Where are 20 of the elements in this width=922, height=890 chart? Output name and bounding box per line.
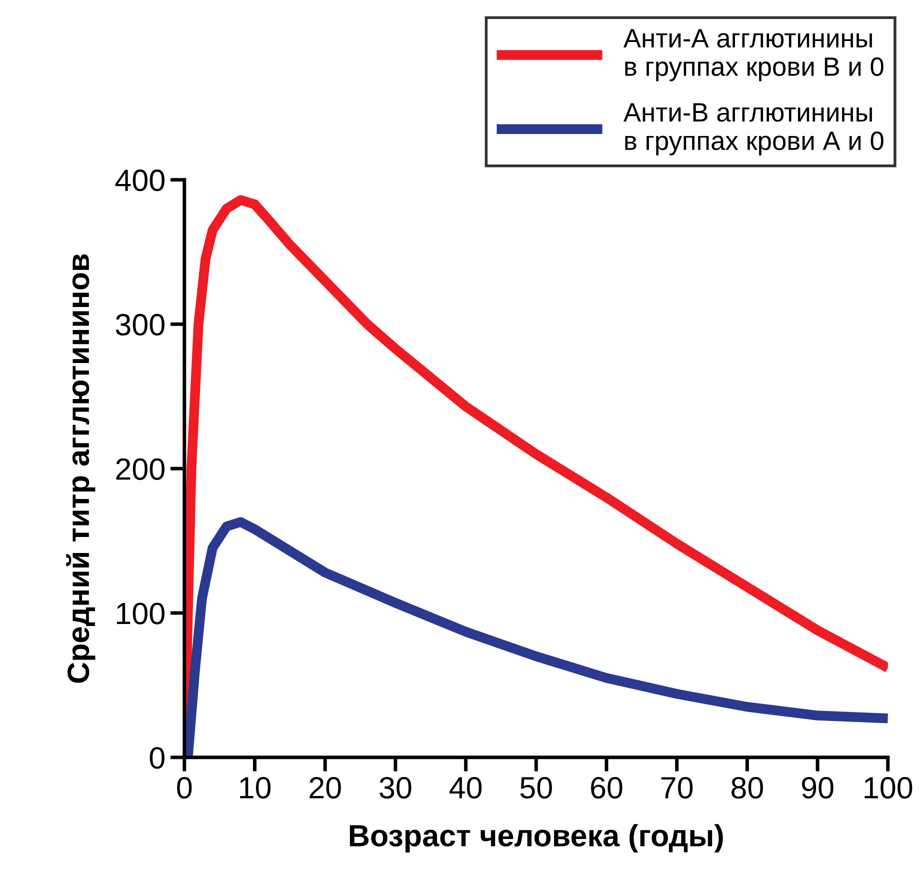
x-tick-label: 20 [310, 776, 341, 799]
legend-label: Анти-А агглютинины в группах крови В и 0 [623, 29, 884, 82]
x-tick-label: 80 [732, 776, 763, 799]
x-tick-label: 70 [661, 776, 693, 799]
x-tick-label: 30 [380, 776, 412, 799]
x-tick-label: 60 [591, 776, 622, 799]
x-tick-label: 40 [450, 776, 482, 799]
y-tick-label: 400 [115, 170, 164, 192]
x-tick-label: 10 [240, 776, 271, 799]
x-tick-label: 50 [520, 776, 552, 799]
y-axis-title: Средний титр агглютининов [66, 254, 96, 683]
x-axis-title: Возраст человека (годы) [350, 824, 723, 853]
y-tick-label: 300 [116, 314, 164, 336]
legend-label: Анти-В агглютинины в группах крови А и 0 [623, 103, 884, 156]
y-tick-label: 200 [116, 458, 164, 480]
x-tick-label: 90 [802, 776, 834, 799]
x-tick-label: 0 [177, 776, 192, 799]
y-tick-label: 100 [117, 602, 164, 624]
x-tick-label: 100 [864, 776, 912, 799]
y-tick-label: 0 [150, 747, 164, 769]
